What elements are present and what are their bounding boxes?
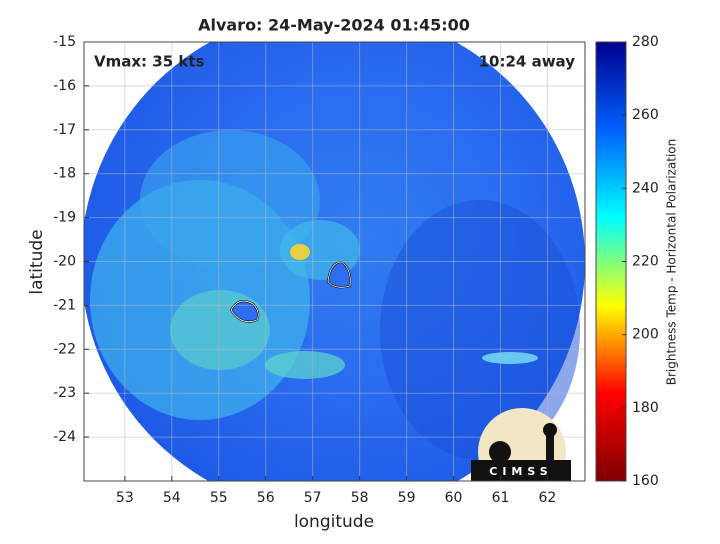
y-tick-label: -21 <box>53 297 76 313</box>
colorbar-tick-label: 240 <box>632 180 659 196</box>
logo-text: CIMSS <box>489 465 552 478</box>
x-tick-label: 59 <box>398 490 416 506</box>
x-tick-label: 58 <box>351 490 369 506</box>
colorbar <box>595 41 627 482</box>
annotation: Vmax: 35 kts <box>94 53 204 71</box>
axes-frame <box>83 41 586 482</box>
y-tick-label: -23 <box>53 385 76 401</box>
x-tick-label: 53 <box>116 490 134 506</box>
colorbar-tick-label: 220 <box>632 254 659 270</box>
annotation: 10:24 away <box>479 53 576 71</box>
y-tick-label: -19 <box>53 210 76 226</box>
x-axis-label: longitude <box>294 512 374 532</box>
x-tick-label: 62 <box>539 490 557 506</box>
colorbar-tick-label: 200 <box>632 327 659 343</box>
colorbar-tick-label: 260 <box>632 107 659 123</box>
chart-title: Alvaro: 24-May-2024 01:45:00 <box>198 16 470 35</box>
colorbar-tick-label: 280 <box>632 34 659 50</box>
x-tick-label: 57 <box>304 490 322 506</box>
y-tick-label: -18 <box>53 166 76 182</box>
y-tick-label: -17 <box>53 122 76 138</box>
x-tick-label: 55 <box>210 490 228 506</box>
x-tick-label: 54 <box>163 490 181 506</box>
logo: CIMSS <box>471 408 571 481</box>
y-tick-label: -24 <box>53 429 76 445</box>
y-tick-label: -16 <box>53 78 76 94</box>
y-tick-label: -22 <box>53 341 76 357</box>
y-tick-label: -15 <box>53 34 76 50</box>
y-axis-label: latitude <box>27 229 47 294</box>
x-tick-label: 60 <box>445 490 463 506</box>
colorbar-label: Brightness Temp - Horizontal Polarizatio… <box>665 139 679 386</box>
y-tick-label: -20 <box>53 254 76 270</box>
colorbar-tick-label: 180 <box>632 400 659 416</box>
x-tick-label: 61 <box>492 490 510 506</box>
x-tick-label: 56 <box>257 490 275 506</box>
colorbar-tick-label: 160 <box>632 473 659 489</box>
